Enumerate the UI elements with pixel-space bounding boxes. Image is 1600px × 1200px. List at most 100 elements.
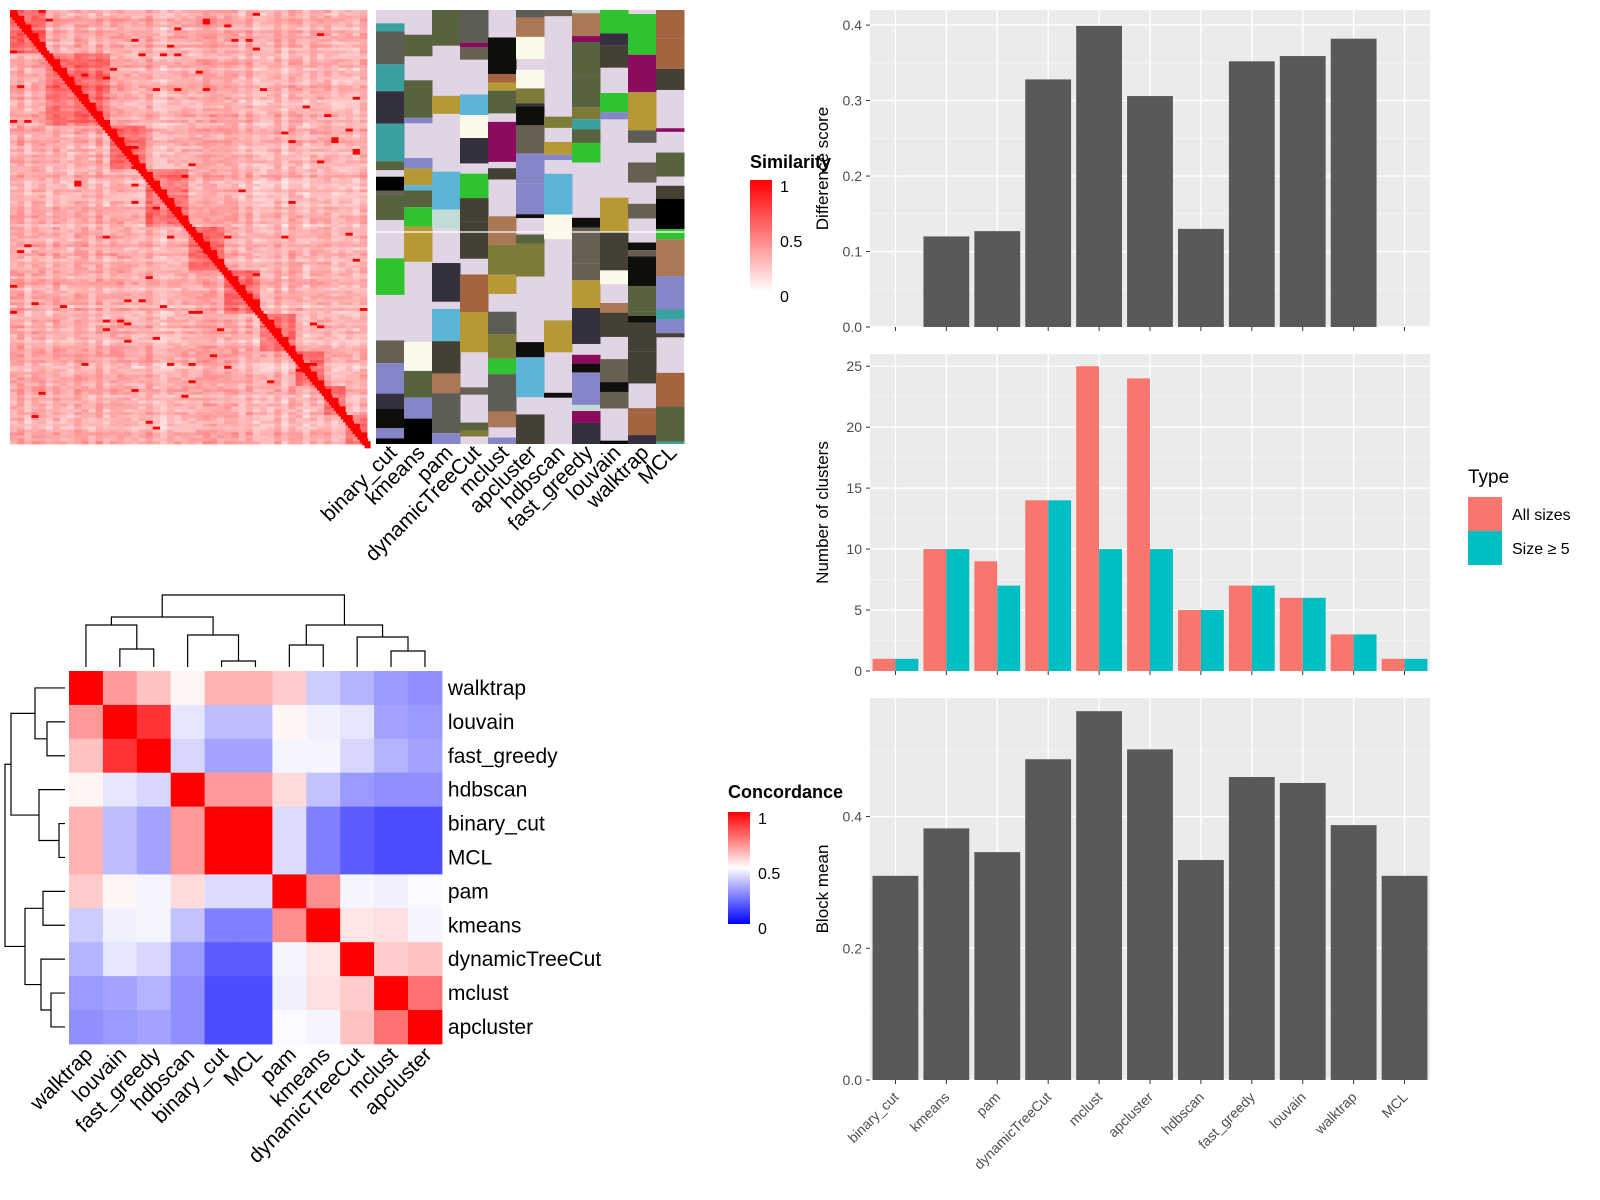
similarity-cell <box>67 264 75 268</box>
similarity-cell <box>281 284 289 289</box>
similarity-cell <box>167 163 175 167</box>
similarity-cell <box>17 267 25 271</box>
similarity-cell <box>317 64 325 69</box>
similarity-cell <box>74 50 82 54</box>
similarity-cell <box>117 62 125 66</box>
similarity-cell <box>288 93 296 98</box>
similarity-cell <box>88 67 97 72</box>
similarity-cell <box>131 70 139 75</box>
similarity-cell <box>81 200 89 205</box>
similarity-cell <box>102 203 111 208</box>
similarity-cell <box>195 79 204 83</box>
similarity-cell <box>95 122 104 127</box>
similarity-cell <box>59 160 68 164</box>
similarity-cell <box>109 293 118 297</box>
similarity-cell <box>24 238 32 242</box>
similarity-cell <box>145 41 154 46</box>
similarity-cell <box>174 255 182 260</box>
similarity-cell <box>267 189 275 193</box>
similarity-cell <box>59 247 68 251</box>
similarity-cell <box>124 62 132 66</box>
similarity-cell <box>24 203 32 208</box>
similarity-cell <box>117 169 125 173</box>
similarity-cell <box>217 209 225 213</box>
similarity-cell <box>274 140 282 144</box>
similarity-cell <box>217 281 225 286</box>
similarity-cell <box>188 131 197 135</box>
similarity-cell <box>309 209 318 213</box>
similarity-cell <box>281 255 289 260</box>
similarity-cell <box>81 88 89 92</box>
similarity-cell <box>67 88 75 92</box>
similarity-cell <box>38 270 47 274</box>
similarity-cell <box>95 209 104 213</box>
similarity-cell <box>52 145 61 150</box>
similarity-cell <box>324 192 332 196</box>
similarity-cell <box>231 212 239 216</box>
similarity-cell <box>202 88 211 92</box>
similarity-cell <box>324 258 332 263</box>
similarity-cell <box>324 122 332 127</box>
similarity-cell <box>181 281 189 286</box>
similarity-cell <box>302 177 311 182</box>
similarity-cell <box>74 281 82 286</box>
similarity-cell <box>102 117 111 121</box>
similarity-cell <box>331 287 339 292</box>
similarity-cell <box>252 215 261 219</box>
similarity-cell <box>188 200 197 205</box>
similarity-cell <box>81 85 89 89</box>
similarity-cell <box>109 62 118 66</box>
similarity-cell <box>281 53 289 57</box>
similarity-cell <box>138 209 147 213</box>
similarity-cell <box>10 232 18 237</box>
similarity-cell <box>38 67 47 72</box>
similarity-cell <box>224 76 232 80</box>
similarity-cell <box>109 221 118 225</box>
similarity-cell <box>267 145 275 150</box>
similarity-cell <box>345 215 354 219</box>
similarity-cell <box>45 253 54 257</box>
similarity-cell <box>38 105 47 109</box>
similarity-cell <box>224 227 232 231</box>
similarity-cell <box>159 85 168 89</box>
similarity-cell <box>145 264 154 268</box>
similarity-cell <box>38 200 47 205</box>
similarity-cell <box>95 174 104 179</box>
similarity-cell <box>281 18 289 22</box>
similarity-cell <box>124 82 132 86</box>
similarity-cell <box>74 276 82 280</box>
similarity-cell <box>217 215 225 219</box>
similarity-cell <box>24 270 32 274</box>
similarity-cell <box>324 203 332 208</box>
similarity-cell <box>295 244 304 248</box>
similarity-cell <box>74 99 82 103</box>
similarity-cell <box>217 111 225 115</box>
similarity-cell <box>174 12 182 17</box>
similarity-cell <box>231 117 239 121</box>
similarity-cell <box>131 221 139 225</box>
similarity-cell <box>45 30 54 34</box>
similarity-cell <box>67 148 75 153</box>
similarity-cell <box>167 232 175 237</box>
similarity-cell <box>195 128 204 132</box>
similarity-cell <box>274 238 282 242</box>
similarity-cell <box>124 290 132 294</box>
similarity-cell <box>252 238 261 242</box>
similarity-cell <box>245 131 254 135</box>
similarity-cell <box>331 177 339 182</box>
similarity-cell <box>67 290 75 294</box>
similarity-cell <box>124 200 132 205</box>
similarity-cell <box>31 229 39 234</box>
similarity-cell <box>302 44 311 49</box>
similarity-cell <box>259 24 268 28</box>
similarity-cell <box>302 218 311 222</box>
similarity-cell <box>345 10 354 14</box>
similarity-cell <box>138 50 147 54</box>
similarity-cell <box>131 293 139 297</box>
similarity-cell <box>288 102 296 106</box>
similarity-cell <box>295 215 304 219</box>
similarity-cell <box>81 108 89 112</box>
similarity-cell <box>188 154 197 158</box>
similarity-cell <box>274 264 282 268</box>
similarity-cell <box>102 91 111 95</box>
